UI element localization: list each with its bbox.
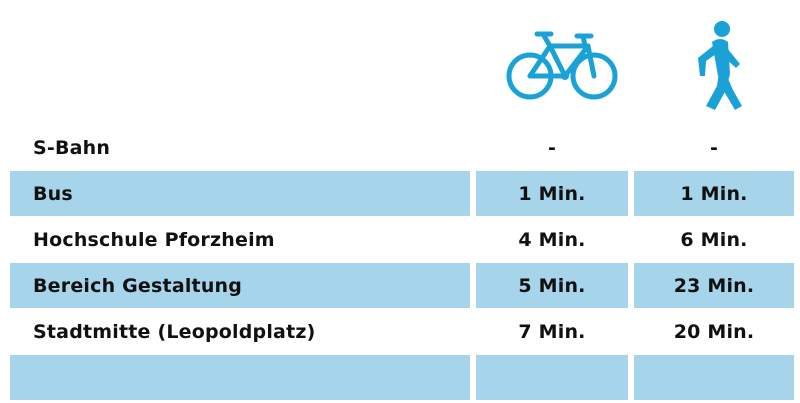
bike-time: 5 Min.	[476, 263, 628, 308]
walk-time: -	[709, 136, 719, 159]
walk-time: 1 Min.	[634, 171, 794, 216]
bike-time: 7 Min.	[518, 320, 586, 343]
pedestrian-walking-icon	[690, 20, 748, 112]
travel-time-table: S-Bahn - - Bus 1 Min. 1 Min. Hochschule …	[0, 125, 800, 401]
walk-time	[634, 355, 794, 400]
destination-label: Bus	[10, 171, 470, 216]
destination-label: Hochschule Pforzheim	[33, 228, 275, 251]
bike-time: -	[547, 136, 557, 159]
bike-time	[476, 355, 628, 400]
destination-label: Bereich Gestaltung	[10, 263, 470, 308]
destination-label: S-Bahn	[33, 136, 111, 159]
destination-label: Stadtmitte (Leopoldplatz)	[33, 320, 316, 343]
walk-time: 20 Min.	[673, 320, 755, 343]
table-row: Hochschule Pforzheim 4 Min. 6 Min.	[0, 217, 800, 262]
table-row: Bereich Gestaltung 5 Min. 23 Min.	[0, 263, 800, 308]
walk-time: 23 Min.	[634, 263, 794, 308]
table-row: Stadtmitte (Leopoldplatz) 7 Min. 20 Min.	[0, 309, 800, 354]
table-row: S-Bahn - -	[0, 125, 800, 170]
walk-time: 6 Min.	[680, 228, 748, 251]
destination-label	[10, 355, 470, 400]
bike-time: 1 Min.	[476, 171, 628, 216]
bicycle-icon	[505, 28, 619, 102]
bike-time: 4 Min.	[518, 228, 586, 251]
table-row	[0, 355, 800, 400]
table-row: Bus 1 Min. 1 Min.	[0, 171, 800, 216]
